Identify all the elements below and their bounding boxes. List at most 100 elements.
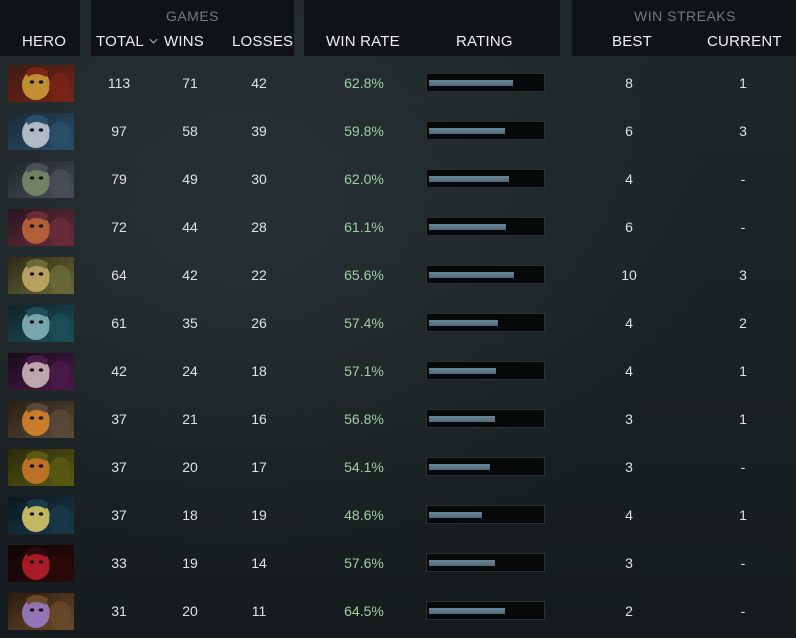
losses-value: 11 — [251, 603, 267, 619]
wins-value: 21 — [182, 411, 198, 427]
column-header-hero[interactable]: HERO — [22, 33, 67, 50]
best-streak-value: 4 — [625, 171, 633, 187]
losses-value: 17 — [251, 459, 267, 475]
losses-value: 39 — [251, 123, 267, 139]
wins-value: 49 — [182, 171, 198, 187]
hero-portrait-2[interactable] — [8, 113, 74, 150]
rating-bar — [426, 313, 545, 332]
rating-bar-fill — [429, 128, 505, 134]
games-header-panel — [91, 0, 294, 56]
rating-bar-fill — [429, 224, 506, 230]
column-header-best[interactable]: BEST — [612, 33, 652, 50]
column-header-wins[interactable]: WINS — [164, 33, 204, 50]
rating-bar — [426, 409, 545, 428]
column-header-losses[interactable]: LOSSES — [232, 33, 294, 50]
hero-portrait-3[interactable] — [8, 161, 74, 198]
win-rate-value: 62.8% — [344, 75, 384, 91]
current-streak-value: 1 — [739, 411, 747, 427]
losses-value: 14 — [251, 555, 267, 571]
hero-portrait-4[interactable] — [8, 209, 74, 246]
best-streak-value: 4 — [625, 507, 633, 523]
table-row[interactable]: 64 42 22 65.6% 10 3 — [0, 251, 796, 299]
hero-portrait-7[interactable] — [8, 353, 74, 390]
rating-bar-fill — [429, 464, 490, 470]
table-row[interactable]: 97 58 39 59.8% 6 3 — [0, 107, 796, 155]
rating-bar — [426, 601, 545, 620]
table-row[interactable]: 37 21 16 56.8% 3 1 — [0, 395, 796, 443]
column-header-win-rate[interactable]: WIN RATE — [326, 33, 400, 50]
losses-value: 22 — [251, 267, 267, 283]
hero-portrait-5[interactable] — [8, 257, 74, 294]
rating-bar — [426, 73, 545, 92]
current-streak-value: - — [740, 459, 746, 475]
rating-bar-fill — [429, 608, 505, 614]
rating-bar-fill — [429, 512, 482, 518]
table-row[interactable]: 31 20 11 64.5% 2 - — [0, 587, 796, 635]
total-games-value: 61 — [111, 315, 127, 331]
total-games-value: 37 — [111, 411, 127, 427]
wins-value: 18 — [182, 507, 198, 523]
table-row[interactable]: 42 24 18 57.1% 4 1 — [0, 347, 796, 395]
losses-value: 26 — [251, 315, 267, 331]
hero-portrait-8[interactable] — [8, 401, 74, 438]
total-games-value: 31 — [111, 603, 127, 619]
best-streak-value: 6 — [625, 123, 633, 139]
losses-value: 28 — [251, 219, 267, 235]
performance-header-panel — [304, 0, 560, 56]
rating-bar — [426, 169, 545, 188]
streaks-header-panel — [572, 0, 796, 56]
wins-value: 44 — [182, 219, 198, 235]
table-row[interactable]: 37 20 17 54.1% 3 - — [0, 443, 796, 491]
current-streak-value: 3 — [739, 267, 747, 283]
rating-bar — [426, 505, 545, 524]
win-rate-value: 54.1% — [344, 459, 384, 475]
table-row[interactable]: 61 35 26 57.4% 4 2 — [0, 299, 796, 347]
best-streak-value: 2 — [625, 603, 633, 619]
rating-bar-fill — [429, 272, 514, 278]
chevron-down-icon — [149, 35, 158, 44]
best-streak-value: 3 — [625, 459, 633, 475]
losses-value: 30 — [251, 171, 267, 187]
hero-portrait-9[interactable] — [8, 449, 74, 486]
hero-portrait-12[interactable] — [8, 593, 74, 630]
table-row[interactable]: 37 18 19 48.6% 4 1 — [0, 491, 796, 539]
table-row[interactable]: 72 44 28 61.1% 6 - — [0, 203, 796, 251]
column-header-rating[interactable]: RATING — [456, 33, 513, 50]
rating-bar-fill — [429, 320, 498, 326]
win-streaks-group-title: WIN STREAKS — [634, 8, 736, 24]
current-streak-value: 3 — [739, 123, 747, 139]
wins-value: 24 — [182, 363, 198, 379]
rating-bar — [426, 457, 545, 476]
column-header-current[interactable]: CURRENT — [707, 33, 782, 50]
column-header-total-label: TOTAL — [96, 33, 144, 50]
table-row[interactable]: 113 71 42 62.8% 8 1 — [0, 59, 796, 107]
current-streak-value: 1 — [739, 363, 747, 379]
total-games-value: 113 — [107, 75, 131, 91]
wins-value: 35 — [182, 315, 198, 331]
table-row[interactable]: 33 19 14 57.6% 3 - — [0, 539, 796, 587]
best-streak-value: 4 — [625, 363, 633, 379]
wins-value: 20 — [182, 459, 198, 475]
wins-value: 58 — [182, 123, 198, 139]
win-rate-value: 64.5% — [344, 603, 384, 619]
win-rate-value: 57.1% — [344, 363, 384, 379]
total-games-value: 72 — [111, 219, 127, 235]
current-streak-value: - — [740, 171, 746, 187]
total-games-value: 79 — [111, 171, 127, 187]
hero-portrait-1[interactable] — [8, 65, 74, 102]
current-streak-value: 1 — [739, 507, 747, 523]
best-streak-value: 3 — [625, 555, 633, 571]
wins-value: 71 — [182, 75, 198, 91]
table-row[interactable]: 79 49 30 62.0% 4 - — [0, 155, 796, 203]
games-group-title: GAMES — [165, 8, 220, 24]
hero-portrait-10[interactable] — [8, 497, 74, 534]
column-header-total[interactable]: TOTAL — [96, 33, 158, 50]
win-rate-value: 57.4% — [344, 315, 384, 331]
rating-bar — [426, 553, 545, 572]
win-rate-value: 57.6% — [344, 555, 384, 571]
wins-value: 20 — [182, 603, 198, 619]
hero-portrait-6[interactable] — [8, 305, 74, 342]
hero-portrait-11[interactable] — [8, 545, 74, 582]
hero-header-panel — [0, 0, 80, 56]
rating-bar-fill — [429, 368, 496, 374]
